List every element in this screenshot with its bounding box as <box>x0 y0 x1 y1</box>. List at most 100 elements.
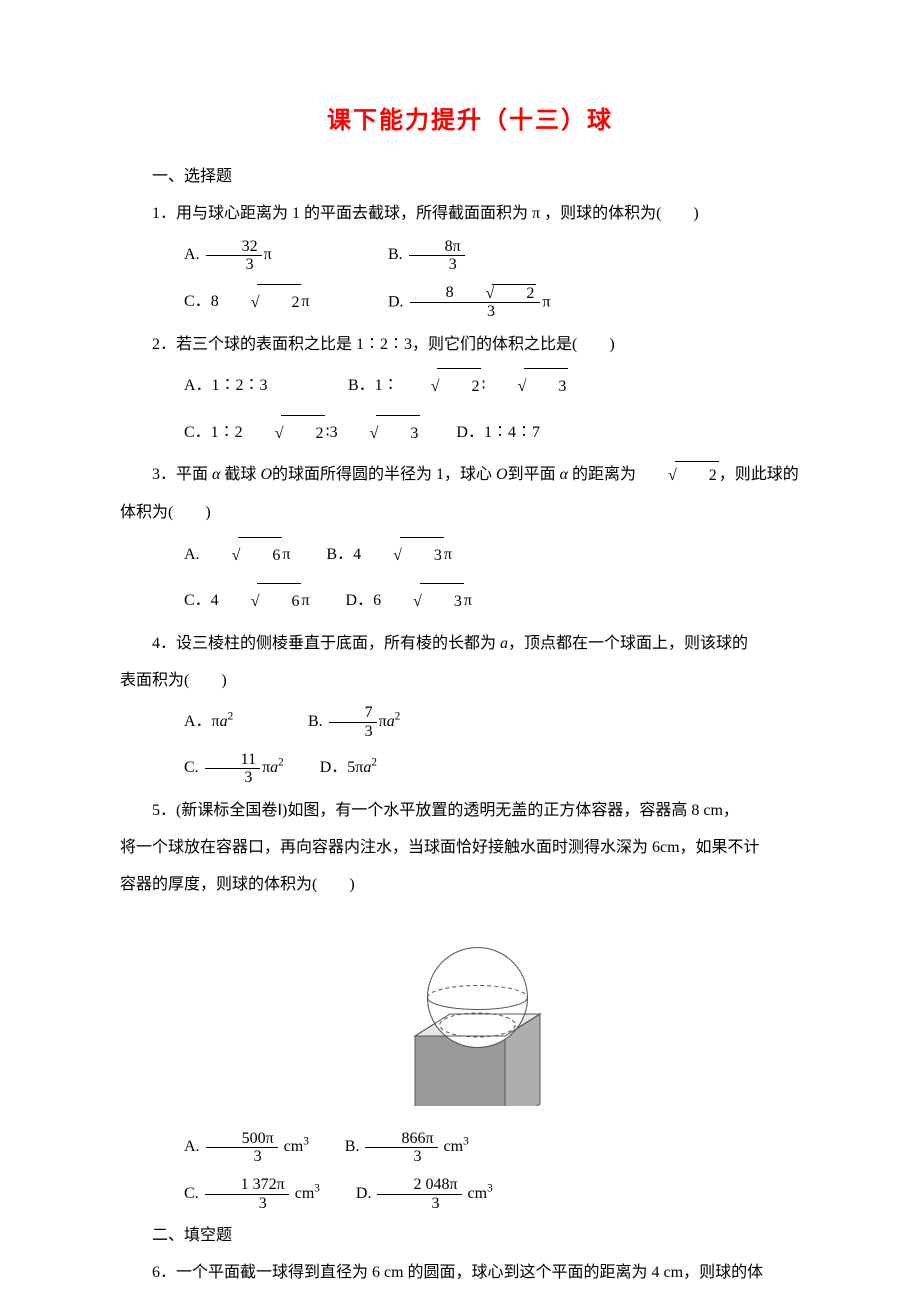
numerator: 866π <box>365 1130 437 1148</box>
q4-row1: A．πa2 B. 7 3 πa2 <box>120 704 820 740</box>
a: a <box>500 635 508 652</box>
q3-stem-line2: 体积为( ) <box>120 499 820 526</box>
tail: π <box>542 293 550 310</box>
mid: ∶3 <box>325 424 337 441</box>
fraction: 8√2 3 <box>410 284 541 321</box>
sup: 3 <box>314 1182 320 1194</box>
radicand: 2 <box>675 461 719 489</box>
tail: cm <box>440 1138 464 1155</box>
q1-option-b: B. 8π 3 <box>356 237 556 273</box>
fraction: 32 3 <box>206 238 262 274</box>
sqrt-icon: √2 <box>243 415 326 451</box>
section-heading-2: 二、填空题 <box>120 1222 820 1249</box>
radicand: 3 <box>420 583 464 619</box>
q2-option-a: A．1∶2∶3 <box>152 368 312 403</box>
O: O <box>260 466 272 483</box>
pre: A. <box>184 1138 200 1155</box>
pre: D. <box>356 1185 372 1202</box>
denominator: 3 <box>329 722 377 741</box>
q4-option-d: D．5πa2 <box>288 750 488 785</box>
q4-option-b: B. 7 3 πa2 <box>276 704 476 740</box>
tail: π <box>301 293 309 310</box>
pre: A．π <box>184 713 220 730</box>
tail: π <box>301 592 309 609</box>
denominator: 3 <box>205 1194 289 1213</box>
title: 课下能力提升（十三）球 <box>120 100 820 135</box>
radicand: 2 <box>257 284 301 320</box>
q3-row2: C．4√6π D．6√3π <box>120 583 820 619</box>
q5-option-b: B. 866π 3 cm3 <box>313 1129 513 1165</box>
t: ，顶点都在一个球面上，则该球的 <box>508 635 748 652</box>
denominator: 3 <box>409 255 465 274</box>
fraction: 11 3 <box>205 751 260 787</box>
q5-row2: C. 1 372π 3 cm3 D. 2 048π 3 cm3 <box>120 1176 820 1212</box>
q1-row1: A. 32 3 π B. 8π 3 <box>120 237 820 273</box>
q4-option-a: A．πa2 <box>152 704 272 739</box>
t: 的距离为 <box>568 466 636 483</box>
label: D. <box>388 293 404 310</box>
tail: cm <box>291 1185 315 1202</box>
label: A. <box>184 246 200 263</box>
q5-figure <box>120 916 820 1111</box>
tail: π <box>464 592 472 609</box>
q5-row1: A. 500π 3 cm3 B. 866π 3 cm3 <box>120 1129 820 1165</box>
q1-stem: 1．用与球心距离为 1 的平面去截球，所得截面面积为 π ，则球的体积为( ) <box>120 200 820 227</box>
tail: cm <box>280 1138 304 1155</box>
pre: B. <box>345 1138 360 1155</box>
q3-option-d: D．6√3π <box>314 583 514 619</box>
q1-row2: C．8√2π D. 8√2 3 π <box>120 284 820 321</box>
pre: D．5π <box>320 759 364 776</box>
a: a <box>387 713 395 730</box>
fraction: 7 3 <box>329 704 377 740</box>
sup: 2 <box>278 757 284 769</box>
q3-row1: A.√6π B．4√3π <box>120 537 820 573</box>
q2-option-d: D．1∶4∶7 <box>424 415 624 450</box>
cube-sphere-diagram <box>380 916 560 1106</box>
q2-row1: A．1∶2∶3 B．1∶√2∶√3 <box>120 368 820 404</box>
num-pre: 8 <box>446 284 454 301</box>
q4-stem-line2: 表面积为( ) <box>120 667 820 694</box>
q4-option-c: C. 11 3 πa2 <box>152 750 284 786</box>
q2-option-b: B．1∶√2∶√3 <box>316 368 568 404</box>
denominator: 3 <box>365 1147 437 1166</box>
mid: π <box>379 713 387 730</box>
a: a <box>270 759 278 776</box>
q2-option-c: C．1∶2√2∶3√3 <box>152 415 420 451</box>
q5-line2: 将一个球放在容器口，再向容器内注水，当球面恰好接触水面时测得水深为 6cm，如果… <box>120 834 820 861</box>
sup: 3 <box>487 1182 493 1194</box>
q3-option-c: C．4√6π <box>152 583 310 619</box>
t: 4．设三棱柱的侧棱垂直于底面，所有棱的长都为 <box>152 635 500 652</box>
label: C． <box>184 293 211 310</box>
t: 截球 <box>220 466 260 483</box>
numerator: 2 048π <box>377 1176 461 1194</box>
denominator: 3 <box>205 768 260 787</box>
radicand: 2 <box>281 415 325 451</box>
tail: π <box>444 546 452 563</box>
t: 3．平面 <box>152 466 212 483</box>
q4-row2: C. 11 3 πa2 D．5πa2 <box>120 750 820 786</box>
numerator: 500π <box>206 1130 278 1148</box>
document-page: 课下能力提升（十三）球 一、选择题 1．用与球心距离为 1 的平面去截球，所得截… <box>0 0 920 1287</box>
q4-stem-line1: 4．设三棱柱的侧棱垂直于底面，所有棱的长都为 a，顶点都在一个球面上，则该球的 <box>120 630 820 657</box>
pre: B. <box>308 713 323 730</box>
radicand: 2 <box>437 368 481 404</box>
numerator: 32 <box>206 238 262 256</box>
tail: π <box>282 546 290 563</box>
pre: C. <box>184 759 199 776</box>
numerator: 7 <box>329 704 377 722</box>
mid: π <box>262 759 270 776</box>
radicand: 3 <box>400 537 444 573</box>
sup: 2 <box>371 757 377 769</box>
pre: B．4 <box>326 546 361 563</box>
denominator: 3 <box>377 1194 461 1213</box>
sqrt-icon: √2 <box>454 284 537 303</box>
q5-option-a: A. 500π 3 cm3 <box>152 1129 309 1165</box>
fraction: 1 372π 3 <box>205 1176 289 1212</box>
pre: D．6 <box>346 592 382 609</box>
pre: C．1∶2 <box>184 424 243 441</box>
q1-option-d: D. 8√2 3 π <box>356 284 556 321</box>
numerator: 1 372π <box>205 1176 289 1194</box>
pre: 8 <box>211 293 219 310</box>
q5-option-c: C. 1 372π 3 cm3 <box>152 1176 320 1212</box>
pre: C．4 <box>184 592 219 609</box>
